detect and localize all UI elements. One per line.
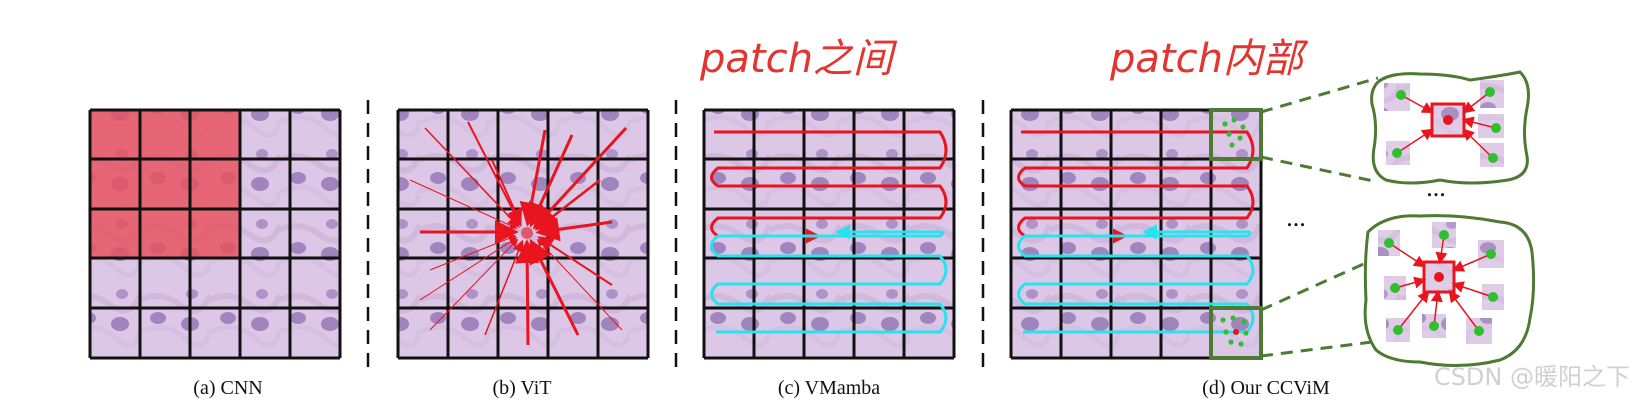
vit-query-patch <box>521 227 533 239</box>
ccvim-patch-top-dots <box>1222 117 1246 148</box>
zoom-bottom-center-dot <box>1434 272 1444 282</box>
ellipsis-zoom: ... <box>1426 173 1446 202</box>
vit-attention-arrows <box>409 121 628 346</box>
zoom-bottom-dots <box>1384 230 1498 336</box>
ccvim-patch-bottom-dots <box>1220 315 1249 347</box>
zoom-top-dots <box>1392 87 1501 163</box>
zoom-bottom-links <box>1388 234 1494 332</box>
zoom-top-links <box>1396 91 1497 159</box>
ccvim-patch-bottom-right <box>1209 306 1263 360</box>
annotation-within-patch: patch内部 <box>1109 36 1309 82</box>
zoom-top <box>1370 70 1530 185</box>
ccvim-tissue <box>1011 110 1261 358</box>
annotation-between-patches: patch之间 <box>699 36 898 82</box>
vmamba-tissue <box>704 110 954 358</box>
caption-vit: (b) ViT <box>493 377 552 399</box>
caption-cnn: (a) CNN <box>193 377 262 399</box>
watermark: CSDN @暖阳之下 <box>1434 363 1630 391</box>
ellipsis-grid: ... <box>1286 203 1306 232</box>
panel-vmamba: (c) VMamba <box>702 108 956 399</box>
ccvim-patch-bottom-center <box>1233 329 1239 335</box>
zoom-top-center-dot <box>1443 115 1453 125</box>
zoom-bottom-subpatches <box>1378 222 1504 344</box>
zoom-bottom <box>1363 214 1536 368</box>
panel-ccvim: (d) Our CCViM <box>1009 108 1330 399</box>
vmamba-grid <box>702 108 956 360</box>
zoom-connectors <box>1260 76 1379 358</box>
ccvim-patch-top-right <box>1209 108 1263 161</box>
ccvim-forward-scan <box>1017 130 1255 244</box>
vmamba-backward-scan <box>710 224 948 334</box>
caption-vmamba: (c) VMamba <box>778 377 880 399</box>
panel-cnn: (a) CNN <box>88 108 342 399</box>
caption-ccvim: (d) Our CCViM <box>1202 377 1330 399</box>
panel-vit: (b) ViT <box>396 108 650 399</box>
cnn-receptive-field <box>90 110 240 258</box>
cnn-grid <box>88 108 342 360</box>
vmamba-forward-scan <box>710 130 948 244</box>
